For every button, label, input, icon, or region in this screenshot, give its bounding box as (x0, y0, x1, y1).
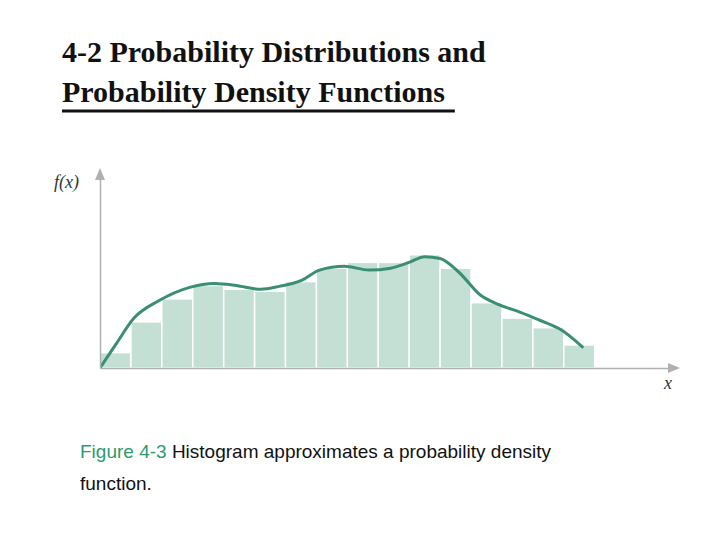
histogram-bar (409, 255, 440, 368)
x-axis-label: x (663, 373, 672, 393)
histogram-bar (502, 318, 533, 368)
title-group: 4-2 Probability Distributions and Probabi… (62, 35, 486, 111)
density-curve (100, 257, 582, 368)
caption-label: Figure 4-3 (80, 441, 167, 462)
title-line: Probability Density Functions (62, 75, 445, 108)
histogram-bar (378, 262, 409, 368)
histogram-bar (131, 322, 162, 368)
x-axis-line (101, 368, 673, 370)
histogram-bar (316, 268, 347, 368)
histogram-bar (533, 328, 564, 368)
histogram-bar (286, 282, 317, 368)
title-line: 4-2 Probability Distributions and (62, 35, 486, 68)
histogram-bar (347, 262, 378, 368)
histogram-bar (255, 291, 286, 368)
histogram-bar (564, 345, 595, 368)
y-axis-arrow (95, 168, 105, 180)
y-axis-label: f(x) (54, 172, 79, 193)
x-axis-arrow (668, 363, 680, 373)
y-axis (100, 177, 101, 369)
histogram-bar (224, 289, 255, 368)
y-axis-line (100, 177, 102, 369)
histogram-bar (471, 303, 502, 368)
x-axis (101, 368, 673, 369)
histogram-bar (193, 285, 224, 368)
plot-area (100, 255, 595, 368)
histogram-bar (162, 299, 193, 368)
slide: 4-2 Probability Distributions and Probabi… (0, 0, 720, 540)
caption-spacer (167, 441, 172, 462)
histogram-bar (440, 268, 471, 368)
caption: Figure 4-3 Histogram approximates a prob… (80, 436, 560, 500)
title-underline (62, 110, 455, 113)
